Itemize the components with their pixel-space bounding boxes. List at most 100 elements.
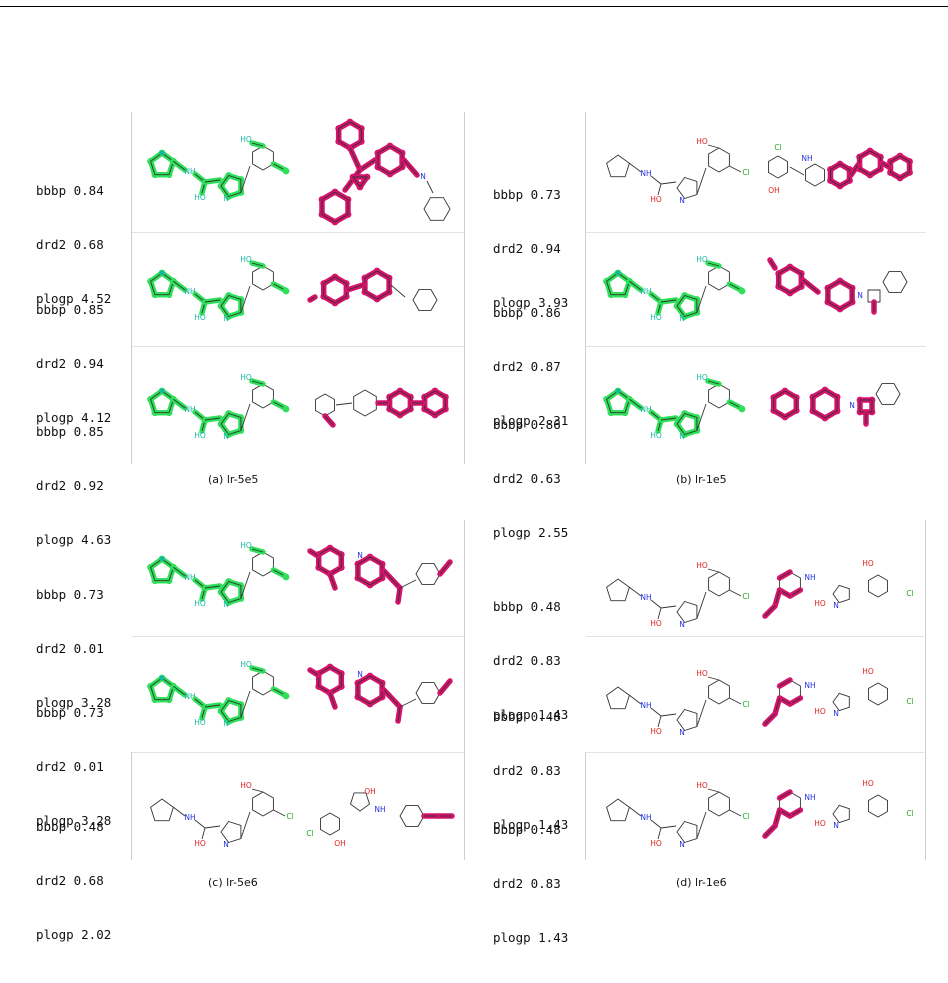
svg-text:NH: NH — [640, 593, 651, 602]
plogp-score: plogp 1.43 — [493, 817, 569, 832]
svg-text:NH: NH — [184, 287, 195, 296]
svg-text:NH: NH — [184, 573, 195, 582]
generated-molecule: NH HO N HO Cl — [762, 667, 914, 727]
bbbp-score: bbbp 0.48 — [493, 709, 561, 724]
svg-text:HO: HO — [814, 819, 826, 828]
molecule-scores: bbbp 0.86 drd2 0.63 plogp 2.55 — [493, 380, 568, 578]
svg-text:NH: NH — [804, 793, 815, 802]
bbbp-score: bbbp 0.73 — [36, 705, 104, 720]
svg-text:OH: OH — [334, 839, 346, 848]
row-divider — [132, 346, 464, 347]
svg-text:HO: HO — [194, 193, 206, 202]
generated-molecule: Cl OH NH — [768, 143, 913, 195]
scaffold-molecule: NH HO N HO — [147, 135, 290, 203]
svg-text:N: N — [679, 432, 685, 441]
scaffold-molecule: NH HO N HO Cl — [606, 669, 750, 737]
plogp-score: plogp 3.93 — [493, 295, 569, 310]
svg-text:HO: HO — [696, 781, 708, 790]
svg-text:N: N — [857, 291, 863, 300]
bbbp-score: bbbp 0.73 — [36, 587, 104, 602]
drd2-score: drd2 0.87 — [493, 359, 561, 374]
bbbp-score: bbbp 0.86 — [493, 417, 561, 432]
svg-text:HO: HO — [862, 667, 874, 676]
svg-text:Cl: Cl — [306, 829, 313, 838]
svg-text:NH: NH — [184, 405, 195, 414]
scaffold-molecule: NH HO N HO — [147, 255, 290, 323]
row-divider — [132, 752, 464, 753]
svg-text:N: N — [223, 432, 229, 441]
svg-text:HO: HO — [696, 669, 708, 678]
generated-molecule: N — [307, 663, 453, 724]
molecule-scores: bbbp 0.86 drd2 0.87 plogp 2.31 — [493, 268, 568, 466]
svg-text:HO: HO — [194, 431, 206, 440]
svg-text:HO: HO — [194, 313, 206, 322]
scaffold-molecule: NH HO N HO — [147, 660, 290, 728]
plogp-score: plogp 2.55 — [493, 525, 569, 540]
plogp-score: plogp 3.28 — [36, 813, 112, 828]
svg-text:HO: HO — [240, 255, 252, 264]
svg-text:N: N — [833, 709, 839, 718]
svg-text:OH: OH — [768, 186, 780, 195]
row-divider — [586, 636, 924, 637]
svg-text:N: N — [833, 821, 839, 830]
bbbp-score: bbbp 0.85 — [36, 302, 104, 317]
scaffold-molecule: NH HO N HO — [603, 255, 746, 323]
generated-molecule: N — [767, 257, 908, 315]
scaffold-molecule: NH HO N HO Cl — [606, 561, 750, 629]
panel-divider — [131, 112, 132, 464]
svg-text:HO: HO — [814, 707, 826, 716]
svg-text:HO: HO — [650, 839, 662, 848]
svg-text:Cl: Cl — [742, 168, 749, 177]
row-divider — [586, 752, 924, 753]
svg-text:HO: HO — [696, 255, 708, 264]
scaffold-molecule: NH HO N HO — [147, 373, 290, 441]
panel-caption: (a) lr-5e5 — [208, 473, 259, 486]
drd2-score: drd2 0.68 — [36, 873, 104, 888]
svg-text:HO: HO — [862, 779, 874, 788]
svg-text:N: N — [223, 600, 229, 609]
svg-text:HO: HO — [814, 599, 826, 608]
plogp-score: plogp 4.63 — [36, 532, 112, 547]
svg-text:N: N — [679, 620, 685, 629]
molecule-scores: bbbp 0.73 drd2 0.94 plogp 3.93 — [493, 150, 568, 348]
svg-text:HO: HO — [862, 559, 874, 568]
svg-text:NH: NH — [640, 169, 651, 178]
bbbp-score: bbbp 0.85 — [36, 424, 104, 439]
bbbp-score: bbbp 0.48 — [36, 819, 104, 834]
drd2-score: drd2 0.63 — [493, 471, 561, 486]
scaffold-molecule: NH HO N HO Cl — [150, 781, 294, 849]
plogp-score: plogp 4.12 — [36, 410, 112, 425]
svg-text:N: N — [849, 401, 855, 410]
scaffold-molecule: NH HO N HO — [603, 373, 746, 441]
scaffold-molecule: NH HO N HO — [147, 541, 290, 609]
drd2-score: drd2 0.01 — [36, 759, 104, 774]
panel-divider — [464, 520, 465, 860]
generated-molecule: N — [770, 383, 901, 427]
svg-text:NH: NH — [801, 154, 812, 163]
drd2-score: drd2 0.94 — [493, 241, 561, 256]
molecule-scores: bbbp 0.85 drd2 0.92 plogp 4.63 — [36, 387, 111, 585]
svg-text:N: N — [679, 840, 685, 849]
generated-molecule: NH HO N HO Cl — [762, 559, 914, 619]
svg-text:Cl: Cl — [286, 812, 293, 821]
svg-text:Cl: Cl — [906, 809, 913, 818]
svg-text:HO: HO — [240, 660, 252, 669]
molecule-scores: bbbp 0.48 drd2 0.83 plogp 1.43 — [493, 562, 568, 760]
molecule-scores: bbbp 0.48 drd2 0.68 plogp 2.02 — [36, 782, 111, 980]
drd2-score: drd2 0.94 — [36, 356, 104, 371]
molecule-scores: bbbp 0.84 drd2 0.68 plogp 4.52 — [36, 146, 111, 344]
molecule-scores: bbbp 0.85 drd2 0.94 plogp 4.12 — [36, 265, 111, 463]
bbbp-score: bbbp 0.84 — [36, 183, 104, 198]
panel-caption: (b) lr-1e5 — [676, 473, 727, 486]
svg-text:HO: HO — [240, 135, 252, 144]
plogp-score: plogp 4.52 — [36, 291, 112, 306]
drd2-score: drd2 0.01 — [36, 641, 104, 656]
svg-text:HO: HO — [194, 599, 206, 608]
generated-molecule: N — [318, 118, 451, 226]
drd2-score: drd2 0.92 — [36, 478, 104, 493]
scaffold-molecule: NH HO N HO Cl — [606, 781, 750, 849]
svg-text:NH: NH — [184, 692, 195, 701]
svg-text:N: N — [679, 728, 685, 737]
svg-text:N: N — [223, 194, 229, 203]
svg-text:N: N — [357, 670, 363, 679]
